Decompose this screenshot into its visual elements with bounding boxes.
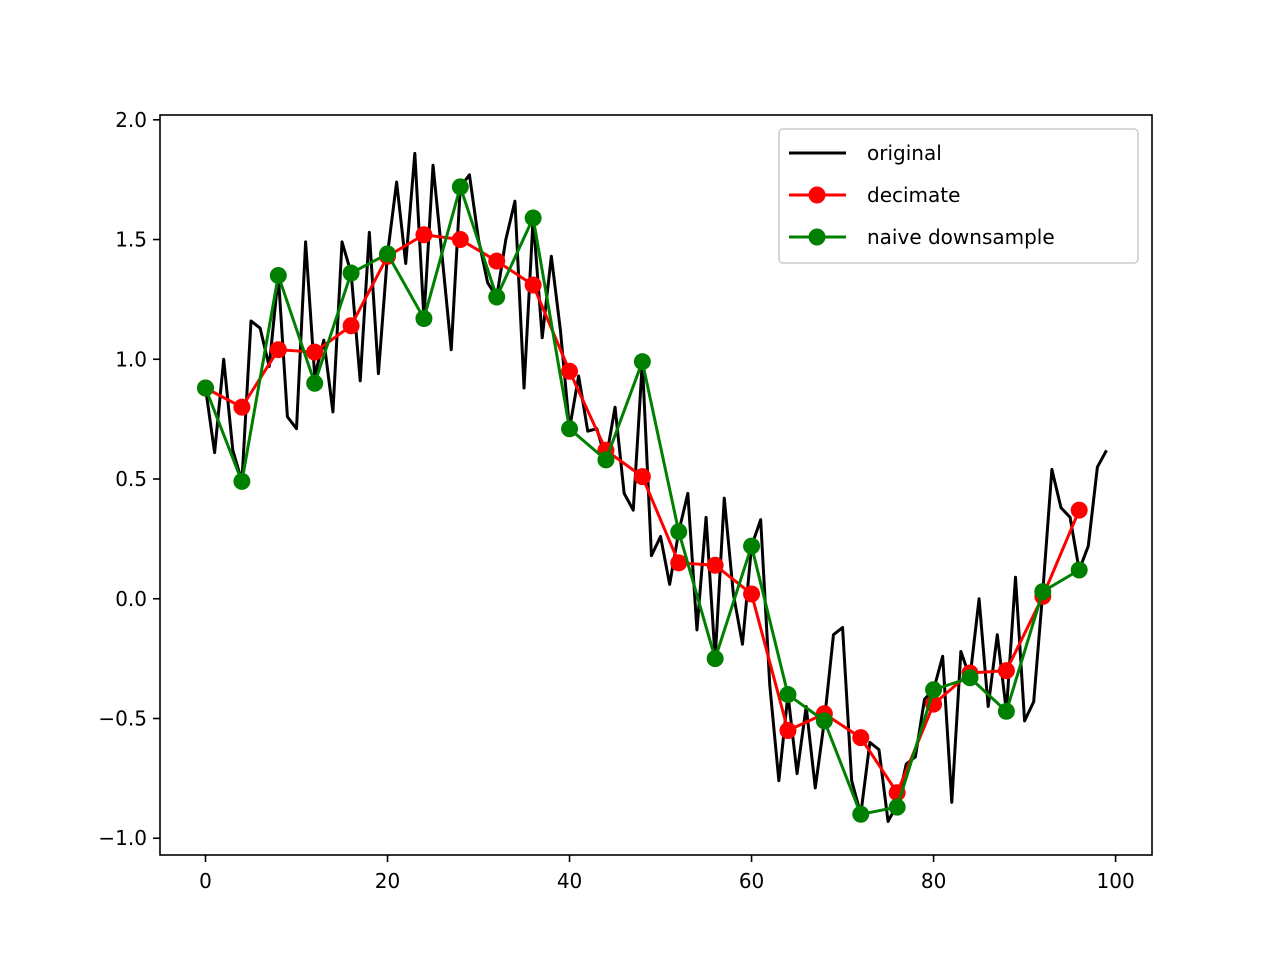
legend-marker-decimate (808, 186, 826, 204)
data-point-naive-downsample (451, 178, 469, 196)
data-point-decimate (1070, 501, 1088, 519)
data-point-decimate (524, 276, 542, 294)
data-point-naive-downsample (888, 798, 906, 816)
data-point-naive-downsample (269, 266, 287, 284)
data-point-naive-downsample (1070, 561, 1088, 579)
data-point-decimate (670, 554, 688, 572)
x-tick-label: 100 (1097, 869, 1135, 893)
data-point-naive-downsample (961, 669, 979, 687)
data-point-decimate (488, 252, 506, 270)
x-tick-label: 80 (921, 869, 946, 893)
data-point-decimate (706, 556, 724, 574)
y-tick-label: 1.0 (115, 347, 147, 371)
y-tick-label: 1.5 (115, 228, 147, 252)
data-point-naive-downsample (925, 681, 943, 699)
x-tick-label: 0 (199, 869, 212, 893)
data-point-naive-downsample (997, 702, 1015, 720)
y-tick-label: 0.0 (115, 587, 147, 611)
data-point-naive-downsample (488, 288, 506, 306)
data-point-naive-downsample (852, 805, 870, 823)
data-point-naive-downsample (597, 451, 615, 469)
x-tick-label: 40 (557, 869, 582, 893)
legend: original decimate naive downsample (778, 128, 1139, 264)
data-point-naive-downsample (779, 686, 797, 704)
legend-box (778, 128, 1139, 264)
y-axis: −1.0 −0.5 0.0 0.5 1.0 1.5 2.0 (98, 108, 160, 850)
y-tick-label: −1.0 (98, 826, 147, 850)
legend-label-naive-downsample: naive downsample (867, 225, 1055, 249)
data-point-decimate (561, 362, 579, 380)
data-point-naive-downsample (706, 650, 724, 668)
data-point-naive-downsample (342, 264, 360, 282)
data-point-naive-downsample (233, 472, 251, 490)
data-point-naive-downsample (524, 209, 542, 227)
data-point-decimate (415, 226, 433, 244)
data-point-naive-downsample (561, 420, 579, 438)
data-point-naive-downsample (743, 537, 761, 555)
data-point-decimate (306, 343, 324, 361)
data-point-naive-downsample (415, 310, 433, 328)
data-point-naive-downsample (306, 374, 324, 392)
data-point-naive-downsample (815, 712, 833, 730)
legend-label-decimate: decimate (867, 183, 960, 207)
data-point-decimate (633, 468, 651, 486)
plot-area (159, 114, 1153, 856)
y-tick-label: 0.5 (115, 467, 147, 491)
x-tick-label: 20 (375, 869, 400, 893)
data-point-decimate (342, 317, 360, 335)
data-point-decimate (997, 662, 1015, 680)
data-point-naive-downsample (1034, 583, 1052, 601)
data-point-naive-downsample (197, 379, 215, 397)
axes-frame (159, 114, 1153, 856)
data-point-decimate (451, 231, 469, 249)
y-tick-label: 2.0 (115, 108, 147, 132)
data-point-naive-downsample (379, 245, 397, 263)
legend-marker-naive-downsample (808, 228, 826, 246)
data-point-decimate (779, 721, 797, 739)
data-point-decimate (743, 585, 761, 603)
x-axis: 0 20 40 60 80 100 (199, 855, 1135, 893)
data-point-decimate (269, 341, 287, 359)
legend-label-original: original (867, 141, 942, 165)
y-tick-label: −0.5 (98, 706, 147, 730)
data-point-naive-downsample (670, 523, 688, 541)
data-point-decimate (852, 729, 870, 747)
data-point-naive-downsample (633, 353, 651, 371)
x-tick-label: 60 (739, 869, 764, 893)
data-point-decimate (233, 398, 251, 416)
